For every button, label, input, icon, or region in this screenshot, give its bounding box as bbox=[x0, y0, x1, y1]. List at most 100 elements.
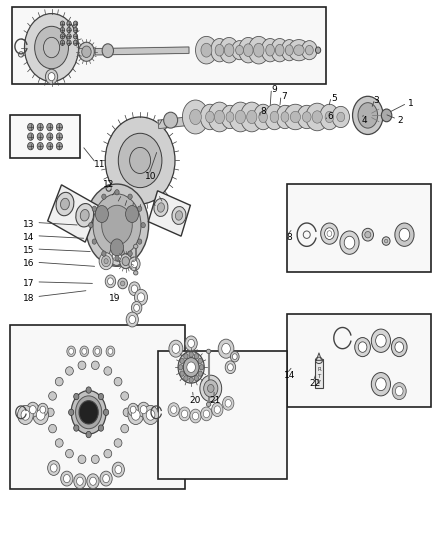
Circle shape bbox=[181, 410, 187, 418]
Circle shape bbox=[394, 223, 413, 246]
Circle shape bbox=[80, 346, 88, 357]
Circle shape bbox=[37, 123, 43, 131]
Ellipse shape bbox=[75, 396, 102, 429]
Ellipse shape bbox=[201, 43, 212, 57]
Ellipse shape bbox=[208, 102, 230, 132]
Text: 11: 11 bbox=[94, 160, 105, 169]
Circle shape bbox=[67, 34, 71, 39]
Text: 14: 14 bbox=[23, 233, 35, 242]
Circle shape bbox=[180, 371, 184, 376]
Circle shape bbox=[67, 27, 71, 33]
Ellipse shape bbox=[315, 357, 322, 364]
Ellipse shape bbox=[325, 111, 333, 123]
Circle shape bbox=[170, 406, 177, 414]
Ellipse shape bbox=[290, 111, 300, 123]
Ellipse shape bbox=[361, 228, 373, 241]
Circle shape bbox=[28, 133, 34, 140]
Ellipse shape bbox=[364, 231, 370, 238]
Ellipse shape bbox=[119, 254, 131, 269]
Ellipse shape bbox=[281, 39, 297, 61]
Ellipse shape bbox=[120, 392, 128, 400]
Circle shape bbox=[180, 358, 184, 364]
Circle shape bbox=[188, 352, 193, 357]
Circle shape bbox=[27, 402, 39, 417]
Circle shape bbox=[56, 142, 62, 150]
Circle shape bbox=[47, 123, 53, 131]
Bar bbox=[10, 325, 184, 489]
Ellipse shape bbox=[60, 198, 69, 210]
Ellipse shape bbox=[182, 100, 208, 134]
Ellipse shape bbox=[65, 449, 73, 458]
Ellipse shape bbox=[93, 194, 141, 256]
Ellipse shape bbox=[120, 281, 124, 286]
Circle shape bbox=[211, 403, 223, 417]
Ellipse shape bbox=[206, 402, 210, 407]
Ellipse shape bbox=[56, 192, 74, 216]
Ellipse shape bbox=[221, 106, 238, 128]
Text: 21: 21 bbox=[209, 395, 220, 405]
Circle shape bbox=[320, 223, 337, 244]
Circle shape bbox=[343, 236, 354, 249]
Circle shape bbox=[74, 393, 79, 400]
Circle shape bbox=[339, 231, 358, 254]
Circle shape bbox=[107, 278, 113, 285]
Circle shape bbox=[60, 27, 64, 33]
Circle shape bbox=[232, 354, 237, 360]
Circle shape bbox=[103, 409, 109, 416]
Ellipse shape bbox=[91, 455, 99, 464]
Circle shape bbox=[101, 256, 110, 266]
Circle shape bbox=[95, 349, 99, 354]
Circle shape bbox=[86, 431, 91, 438]
Text: 8: 8 bbox=[260, 107, 265, 116]
Circle shape bbox=[187, 362, 195, 373]
Circle shape bbox=[60, 21, 64, 26]
Ellipse shape bbox=[49, 424, 57, 433]
Ellipse shape bbox=[288, 39, 309, 61]
Ellipse shape bbox=[352, 96, 382, 134]
Circle shape bbox=[375, 378, 385, 391]
Circle shape bbox=[106, 346, 115, 357]
Circle shape bbox=[391, 337, 406, 357]
Circle shape bbox=[131, 285, 137, 293]
Ellipse shape bbox=[269, 111, 278, 123]
Circle shape bbox=[81, 349, 86, 354]
Text: V: V bbox=[316, 380, 320, 385]
Circle shape bbox=[192, 412, 198, 420]
Circle shape bbox=[326, 231, 331, 237]
Circle shape bbox=[184, 336, 197, 351]
Circle shape bbox=[36, 410, 45, 420]
Circle shape bbox=[47, 461, 60, 475]
Circle shape bbox=[102, 251, 106, 256]
Circle shape bbox=[183, 358, 198, 377]
Circle shape bbox=[140, 406, 147, 414]
Circle shape bbox=[48, 72, 55, 81]
Circle shape bbox=[67, 21, 71, 26]
Circle shape bbox=[128, 257, 140, 271]
Circle shape bbox=[88, 222, 93, 228]
Circle shape bbox=[108, 349, 113, 354]
Circle shape bbox=[28, 123, 34, 131]
Text: 5: 5 bbox=[330, 94, 336, 103]
Circle shape bbox=[40, 406, 46, 413]
FancyBboxPatch shape bbox=[314, 359, 322, 389]
Ellipse shape bbox=[122, 257, 129, 265]
Text: 9: 9 bbox=[271, 85, 276, 94]
Ellipse shape bbox=[110, 239, 123, 256]
Circle shape bbox=[131, 260, 137, 268]
Ellipse shape bbox=[114, 439, 122, 447]
Text: 7: 7 bbox=[281, 92, 286, 101]
Ellipse shape bbox=[105, 117, 175, 204]
Circle shape bbox=[184, 376, 187, 381]
Ellipse shape bbox=[46, 408, 54, 417]
Circle shape bbox=[29, 406, 36, 414]
Circle shape bbox=[73, 40, 78, 45]
Circle shape bbox=[60, 471, 73, 486]
Circle shape bbox=[127, 251, 132, 256]
Ellipse shape bbox=[114, 377, 122, 386]
Circle shape bbox=[395, 386, 402, 396]
Ellipse shape bbox=[210, 38, 228, 62]
Circle shape bbox=[60, 40, 64, 45]
Ellipse shape bbox=[65, 367, 73, 375]
Circle shape bbox=[28, 142, 34, 150]
Circle shape bbox=[109, 246, 124, 265]
